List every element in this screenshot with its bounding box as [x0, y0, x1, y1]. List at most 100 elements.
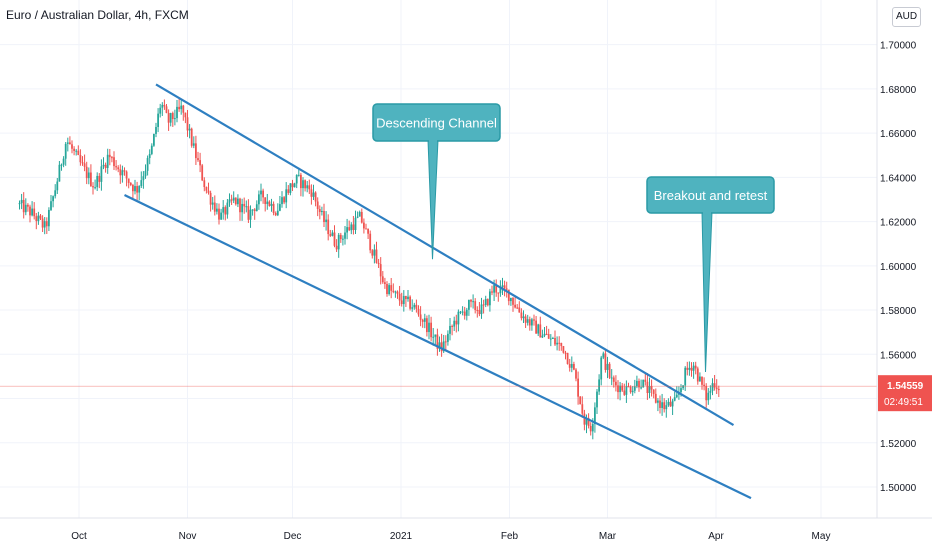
time-axis[interactable]: Oct Nov Dec 2021 Feb Mar Apr May — [0, 517, 932, 542]
channel-upper-line[interactable] — [155, 83, 735, 427]
candle — [337, 234, 340, 250]
candle — [554, 338, 556, 345]
candle — [37, 215, 40, 222]
candle — [302, 180, 304, 189]
candle — [201, 165, 204, 181]
candle — [331, 232, 334, 236]
candle — [209, 192, 212, 205]
currency-badge[interactable]: AUD — [892, 7, 921, 27]
chart-title: Euro / Australian Dollar, 4h, FXCM — [6, 8, 189, 22]
candle — [522, 316, 525, 319]
candle — [713, 383, 716, 388]
candle — [167, 112, 170, 123]
last-price-tag[interactable] — [878, 375, 932, 412]
candle — [20, 199, 23, 204]
candle — [663, 402, 666, 410]
time-tick-label: Apr — [708, 531, 724, 542]
candle — [535, 320, 537, 334]
price-tick-label: 1.62000 — [880, 218, 917, 229]
time-tick-label: Mar — [599, 531, 617, 542]
candle — [386, 283, 388, 295]
candle — [69, 142, 71, 145]
candle — [354, 217, 357, 231]
candle — [211, 202, 214, 205]
candle — [564, 352, 567, 354]
callout-breakout-retest[interactable]: Breakout and retest — [646, 176, 775, 373]
candle — [646, 381, 649, 394]
candle — [56, 181, 59, 191]
candle — [144, 170, 147, 177]
candle — [468, 300, 470, 310]
candle — [478, 310, 481, 315]
candle — [132, 184, 134, 192]
candle — [489, 291, 491, 306]
candle — [631, 390, 634, 393]
candle — [241, 203, 243, 213]
candle — [696, 368, 699, 382]
candle — [694, 365, 697, 369]
time-tick-label: Nov — [179, 531, 197, 542]
candle — [432, 336, 435, 338]
price-tick-label: 1.66000 — [880, 129, 917, 140]
candle — [127, 178, 130, 183]
candle — [119, 169, 122, 176]
candle — [98, 175, 101, 182]
price-tick-label: 1.52000 — [880, 439, 917, 450]
price-tick-label: 1.56000 — [880, 350, 917, 361]
candle — [323, 211, 325, 223]
candle — [440, 342, 443, 352]
callouts[interactable]: Descending Channel Breakout and retest — [372, 103, 775, 373]
callout-label: Descending Channel — [376, 116, 497, 131]
candle — [388, 285, 390, 295]
candle — [661, 402, 663, 408]
candle — [60, 164, 63, 166]
candle — [692, 365, 695, 371]
candle — [18, 203, 21, 205]
channel-lower-line[interactable] — [124, 194, 752, 500]
candle — [190, 128, 193, 146]
candle — [157, 113, 159, 127]
candle — [703, 384, 705, 386]
descending-channel-lines[interactable] — [124, 83, 752, 500]
candle — [680, 388, 682, 393]
candle — [541, 335, 544, 338]
candle — [552, 338, 554, 340]
price-axis[interactable]: 1.500001.520001.540001.560001.580001.600… — [876, 0, 932, 518]
candle — [384, 282, 386, 284]
candle — [85, 166, 88, 179]
callout-descending-channel[interactable]: Descending Channel — [372, 103, 501, 260]
candle — [402, 295, 405, 305]
price-tick-label: 1.50000 — [880, 483, 917, 494]
last-price-label: 1.54559 — [887, 381, 924, 392]
candle — [665, 405, 668, 410]
candle — [585, 418, 588, 425]
candle — [436, 334, 439, 349]
candle — [566, 352, 569, 365]
candle — [470, 300, 472, 302]
candle — [503, 285, 506, 289]
candle — [654, 393, 657, 403]
candle — [547, 334, 550, 339]
candle — [415, 304, 418, 309]
candle — [113, 157, 115, 167]
candle — [335, 245, 338, 250]
candle — [537, 324, 540, 334]
candle — [249, 209, 252, 220]
callout-joint — [703, 210, 711, 214]
candle — [262, 190, 264, 198]
candle — [192, 143, 195, 146]
candle — [153, 133, 155, 146]
candle — [396, 291, 399, 294]
candle — [228, 199, 231, 203]
candle — [398, 293, 401, 301]
countdown-label: 02:49:51 — [884, 397, 923, 408]
candle — [390, 285, 393, 291]
candle — [45, 221, 48, 227]
candle — [66, 142, 69, 144]
candle — [226, 202, 229, 215]
candle — [413, 304, 416, 308]
candle — [260, 190, 262, 195]
candle — [377, 262, 380, 265]
candle — [304, 180, 306, 189]
